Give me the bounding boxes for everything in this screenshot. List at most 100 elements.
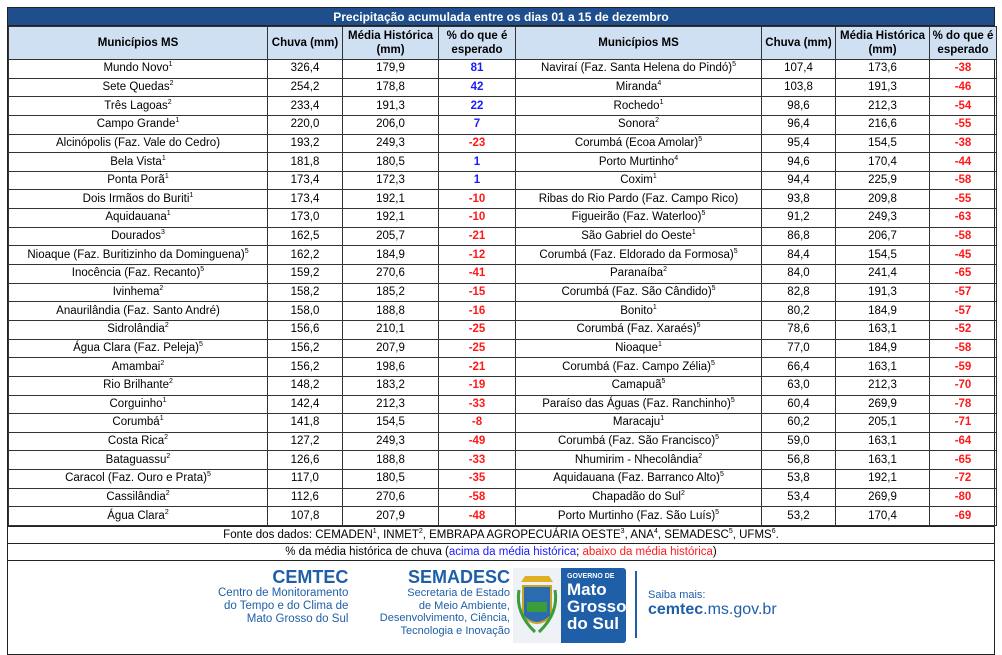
cemtec-line: do Tempo e do Clima de [223, 600, 349, 613]
header-chuva: Chuva (mm) [267, 26, 343, 60]
municipio-cell: São Gabriel do Oeste1 [515, 226, 762, 247]
pct-cell: -57 [929, 282, 997, 303]
municipio-cell: Sidrolândia2 [8, 319, 268, 340]
pct-cell: 42 [438, 77, 516, 98]
media-cell: 185,2 [342, 282, 439, 303]
source-superscript: 1 [166, 210, 171, 218]
municipio-name: Três Lagoas [104, 99, 168, 112]
pct-cell: -16 [438, 301, 516, 321]
source-superscript: 5 [200, 266, 205, 274]
municipio-cell: Ponta Porã1 [8, 170, 268, 191]
header-pct: % do que é esperado [929, 26, 997, 60]
pct-cell: -58 [929, 170, 997, 191]
chuva-cell: 142,4 [267, 394, 343, 415]
pct-cell: -38 [929, 59, 997, 79]
table-row: Água Clara2 107,8 207,9 -48 Porto Murtinho (… [8, 506, 997, 527]
chuva-cell: 53,2 [761, 506, 836, 527]
source-superscript: 5 [661, 378, 666, 386]
chuva-cell: 84,4 [761, 245, 836, 266]
media-cell: 170,4 [835, 152, 930, 172]
chuva-cell: 96,4 [761, 114, 836, 135]
chuva-cell: 162,2 [267, 245, 343, 266]
header-row: Municípios MS Chuva (mm) Média Histórica… [8, 26, 997, 60]
municipio-cell: Ivinhema2 [8, 282, 268, 303]
chuva-cell: 107,4 [761, 59, 836, 79]
source-superscript: 1 [175, 117, 180, 125]
semadesc-line: Secretaria de Estado [407, 587, 510, 600]
municipio-name: Paraíso das Águas (Faz. Ranchinho) [542, 397, 731, 410]
pct-cell: 81 [438, 59, 516, 79]
municipio-name: Sete Quedas [102, 80, 170, 93]
source-superscript: 5 [206, 471, 211, 479]
municipio-name: Água Clara (Faz. Peleja) [73, 341, 199, 354]
gov-state-name: Mato Grosso do Sul [567, 581, 627, 632]
chuva-cell: 220,0 [267, 114, 343, 135]
media-cell: 192,1 [835, 469, 930, 489]
pct-cell: -55 [929, 189, 997, 210]
media-cell: 210,1 [342, 319, 439, 340]
municipio-name: Corumbá (Faz. São Francisco) [557, 435, 716, 448]
municipio-cell: Corumbá (Faz. Campo Zélia)5 [515, 357, 762, 377]
report-title: Precipitação acumulada entre os dias 01 … [8, 8, 994, 26]
semadesc-line: Desenvolvimento, Ciência, [379, 612, 510, 625]
municipio-cell: Chapadão do Sul2 [515, 487, 762, 508]
media-cell: 241,4 [835, 264, 930, 284]
table-row: Rio Brilhante2 148,2 183,2 -19 Camapuã5 63,0 2… [8, 375, 997, 396]
gov-line: Mato [567, 580, 607, 600]
municipio-cell: Água Clara2 [8, 506, 268, 527]
website-link[interactable]: cemtec.ms.gov.br [648, 601, 777, 619]
chuva-cell: 158,2 [267, 282, 343, 303]
media-cell: 269,9 [835, 487, 930, 508]
municipio-cell: Rochedo1 [515, 96, 762, 116]
pct-cell: -80 [929, 487, 997, 508]
municipio-cell: Dourados3 [8, 226, 268, 247]
chuva-cell: 173,4 [267, 189, 343, 210]
chuva-cell: 156,2 [267, 338, 343, 359]
legend-prefix: % da média histórica de chuva ( [285, 546, 449, 559]
table-row: Ivinhema2 158,2 185,2 -15 Corumbá (Faz. São … [8, 282, 997, 303]
media-cell: 163,1 [835, 450, 930, 471]
media-cell: 205,1 [835, 413, 930, 433]
divider [635, 571, 637, 639]
source-superscript: 5 [730, 396, 735, 404]
table-row: Campo Grande1 220,0 206,0 7 Sonora2 96,4 216,6… [8, 114, 997, 135]
chuva-cell: 126,6 [267, 450, 343, 471]
legend-below: abaixo da média histórica [582, 546, 713, 559]
pct-cell: -55 [929, 114, 997, 135]
source-superscript: 1 [189, 191, 194, 199]
municipio-name: Bonito [620, 304, 653, 317]
municipio-cell: Alcinópolis (Faz. Vale do Cedro) [8, 133, 268, 154]
pct-cell: -10 [438, 189, 516, 210]
municipio-name: Corguinho [109, 397, 163, 410]
municipio-name: Naviraí (Faz. Santa Helena do Pindó) [540, 62, 733, 75]
source-superscript: 4 [657, 79, 662, 87]
pct-cell: -58 [929, 226, 997, 247]
chuva-cell: 107,8 [267, 506, 343, 527]
municipio-name: Caracol (Faz. Ouro e Prata) [65, 472, 207, 485]
chuva-cell: 84,0 [761, 264, 836, 284]
municipio-cell: Porto Murtinho (Faz. São Luís)5 [515, 506, 762, 527]
media-cell: 212,3 [835, 375, 930, 396]
pct-cell: -69 [929, 506, 997, 527]
sources-label: Fonte dos dados: [223, 529, 313, 542]
media-cell: 249,3 [342, 133, 439, 154]
source-superscript: 1 [372, 528, 377, 536]
source-superscript: 1 [164, 173, 169, 181]
table-row: Nioaque (Faz. Buritizinho da Dominguena)… [8, 245, 997, 266]
chuva-cell: 93,8 [761, 189, 836, 210]
chuva-cell: 326,4 [267, 59, 343, 79]
municipio-cell: Caracol (Faz. Ouro e Prata)5 [8, 469, 268, 489]
pct-cell: -59 [929, 357, 997, 377]
municipio-name: Coxim [620, 174, 653, 187]
table-row: Dourados3 162,5 205,7 -21 São Gabriel do Oes… [8, 226, 997, 247]
municipio-cell: Corumbá (Faz. Xaraés)5 [515, 319, 762, 340]
pct-cell: -45 [929, 245, 997, 266]
pct-cell: -44 [929, 152, 997, 172]
media-cell: 269,9 [835, 394, 930, 415]
source-superscript: 4 [674, 154, 679, 162]
chuva-cell: 148,2 [267, 375, 343, 396]
pct-cell: -63 [929, 208, 997, 228]
media-cell: 184,9 [835, 301, 930, 321]
municipio-name: Ponta Porã [107, 174, 165, 187]
legend-sep: ; [576, 546, 583, 559]
